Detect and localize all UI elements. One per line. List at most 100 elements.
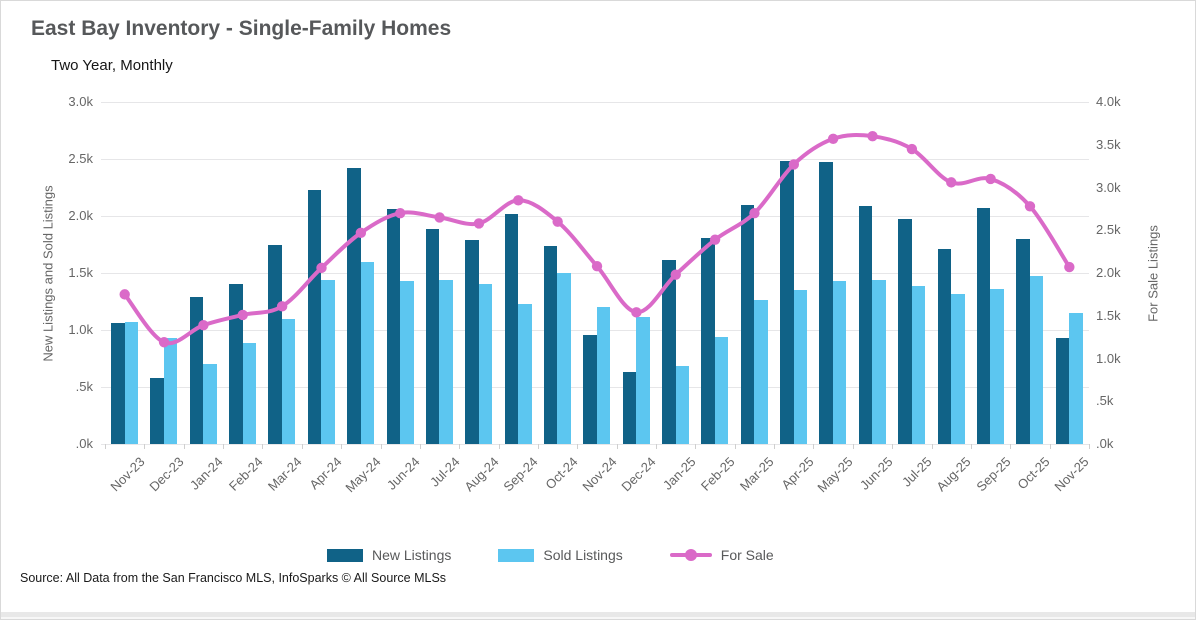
- right-axis-tick: 1.5k: [1096, 307, 1121, 323]
- gridline: [101, 330, 1089, 331]
- x-axis-tick: [734, 444, 736, 449]
- new-listings-bar: [740, 204, 755, 444]
- for-sale-point: [513, 195, 524, 206]
- left-axis-tick: .5k: [75, 379, 93, 394]
- left-axis-tick: 3.0k: [68, 94, 93, 109]
- sold-listings-bar: [281, 318, 296, 444]
- page-subtitle: Two Year, Monthly: [51, 57, 173, 74]
- for-sale-line: [122, 133, 1072, 346]
- new-listings-bar: [819, 162, 833, 444]
- new-listings-bar: [425, 228, 440, 444]
- left-axis-tick: 1.0k: [68, 322, 93, 337]
- sold-listings-bar: [518, 303, 532, 444]
- legend-item-new-listings: New Listings: [327, 547, 451, 563]
- for-sale-point: [906, 143, 918, 155]
- sold-listings-bar: [478, 284, 493, 444]
- sold-listings-bar: [1069, 312, 1083, 444]
- new-listings-bar: [780, 161, 794, 444]
- new-listings-bar: [268, 244, 282, 444]
- x-axis-tick: [813, 444, 815, 449]
- left-axis-tick: 2.0k: [68, 208, 93, 223]
- right-axis-tick: 2.5k: [1096, 222, 1121, 238]
- x-axis-tick: [183, 444, 185, 449]
- for-sale-point: [198, 319, 209, 331]
- left-axis-tick: .0k: [75, 436, 93, 451]
- for-sale-point: [119, 289, 130, 300]
- for-sale-point: [316, 262, 327, 274]
- new-listings-bar: [504, 213, 519, 444]
- for-sale-point: [237, 309, 248, 321]
- x-axis-tick: [852, 444, 854, 449]
- x-axis-tick: [577, 444, 579, 449]
- right-axis-tick: .0k: [1096, 436, 1114, 451]
- new-listings-bar: [386, 209, 401, 444]
- sold-listings-bar: [714, 336, 729, 444]
- for-sale-point: [749, 207, 760, 219]
- x-axis-tick: [419, 444, 421, 449]
- sold-listings-bar: [636, 317, 650, 444]
- page-background-below-card: [1, 617, 1195, 619]
- for-sale-point: [158, 337, 170, 348]
- sold-listings-bar: [832, 280, 847, 444]
- new-listings-bar: [543, 245, 558, 444]
- for-sale-point: [395, 207, 406, 219]
- legend: New Listings Sold Listings For Sale: [327, 547, 774, 563]
- x-axis-tick: [774, 444, 776, 449]
- new-listings-bar: [898, 219, 912, 444]
- sold-listings-bar: [124, 322, 138, 444]
- for-sale-point: [1064, 261, 1075, 273]
- sold-listings-bar: [990, 288, 1004, 444]
- left-axis-tick: 2.5k: [68, 151, 93, 166]
- right-axis-tick: 2.0k: [1096, 265, 1121, 280]
- for-sale-point: [709, 234, 721, 245]
- for-sale-point: [1024, 201, 1036, 212]
- x-axis-tick: [1010, 444, 1012, 449]
- right-axis-tick: 3.5k: [1096, 136, 1121, 152]
- right-axis-tick: 3.0k: [1096, 179, 1121, 195]
- sold-listings-bar: [163, 337, 178, 444]
- right-axis-tick: 4.0k: [1096, 94, 1121, 109]
- for-sale-point: [827, 133, 839, 144]
- gridline: [101, 216, 1089, 217]
- sold-listings-bar: [675, 366, 690, 444]
- new-listings-bar: [307, 189, 322, 444]
- right-axis-tick: 1.0k: [1096, 350, 1121, 366]
- legend-label-sold-listings: Sold Listings: [543, 547, 623, 563]
- plot-area: [101, 102, 1090, 449]
- for-sale-point: [591, 260, 603, 272]
- for-sale-point: [276, 301, 288, 312]
- legend-label-for-sale: For Sale: [720, 547, 774, 563]
- new-listings-bar: [662, 260, 676, 444]
- x-axis-tick: [341, 444, 343, 449]
- x-axis-tick: [223, 444, 225, 449]
- x-axis-tick: [616, 444, 618, 449]
- sold-listings-bar: [557, 273, 571, 444]
- sold-listings-bar: [1029, 276, 1044, 444]
- x-axis-tick: [695, 444, 697, 449]
- new-listings-bar: [465, 239, 479, 444]
- for-sale-point: [473, 218, 485, 229]
- x-axis-tick: [970, 444, 972, 449]
- source-note: Source: All Data from the San Francisco …: [20, 571, 447, 585]
- gridline: [101, 159, 1089, 160]
- for-sale-line-swatch: [669, 548, 712, 562]
- x-axis-tick: [931, 444, 933, 449]
- new-listings-bar: [189, 296, 204, 444]
- x-axis-tick: [537, 444, 539, 449]
- x-axis-tick: [656, 444, 658, 449]
- x-axis-tick: [498, 444, 500, 449]
- right-axis-tick: .5k: [1096, 393, 1114, 409]
- for-sale-point: [631, 307, 642, 318]
- new-listings-bar: [622, 372, 637, 444]
- for-sale-point: [355, 227, 367, 239]
- footer-divider: [1, 612, 1195, 617]
- new-listings-bar: [701, 237, 715, 444]
- for-sale-point: [788, 159, 800, 170]
- for-sale-point: [946, 177, 957, 188]
- new-listings-bar: [937, 249, 952, 444]
- legend-item-for-sale: For Sale: [669, 547, 774, 563]
- x-axis-tick: [380, 444, 382, 449]
- sold-listings-bar: [360, 261, 375, 444]
- x-axis-tick: [301, 444, 303, 449]
